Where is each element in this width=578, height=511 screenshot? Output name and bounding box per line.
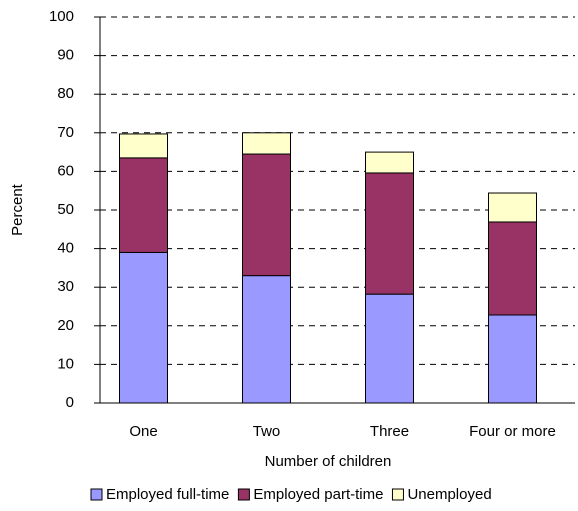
bar-segment: [119, 251, 168, 404]
y-tick-label: 100: [49, 8, 74, 25]
legend-swatch: [391, 488, 404, 501]
legend-label: Employed full-time: [106, 486, 229, 503]
x-axis-title: Number of children: [265, 453, 392, 470]
bar-segment: [488, 314, 537, 404]
y-axis-title: Percent: [9, 183, 26, 236]
y-tick-label: 20: [57, 317, 74, 334]
y-tick-label: 90: [57, 47, 74, 64]
legend-label: Employed part-time: [253, 486, 383, 503]
bar-segment: [488, 192, 537, 223]
bar-segment: [365, 293, 414, 404]
y-tick-label: 40: [57, 240, 74, 257]
legend-label: Unemployed: [407, 486, 491, 503]
x-tick-label: Four or more: [469, 423, 556, 440]
legend-swatch: [90, 488, 103, 501]
x-tick-label: Three: [370, 423, 409, 440]
bar-segment: [488, 221, 537, 316]
legend-swatch: [237, 488, 250, 501]
x-tick-label: One: [129, 423, 157, 440]
bar-segment: [242, 275, 291, 404]
bar-segment: [242, 132, 291, 155]
y-tick-label: 0: [66, 394, 74, 411]
bar-segment: [119, 157, 168, 253]
y-tick-label: 50: [57, 201, 74, 218]
bar-segment: [119, 133, 168, 159]
y-tick-label: 60: [57, 162, 74, 179]
y-tick-label: 70: [57, 124, 74, 141]
bar-segment: [242, 153, 291, 277]
bar-segment: [365, 151, 414, 174]
y-tick-label: 30: [57, 278, 74, 295]
bar-segment: [365, 172, 414, 295]
x-tick-label: Two: [253, 423, 281, 440]
y-tick-label: 10: [57, 355, 74, 372]
y-tick-label: 80: [57, 85, 74, 102]
